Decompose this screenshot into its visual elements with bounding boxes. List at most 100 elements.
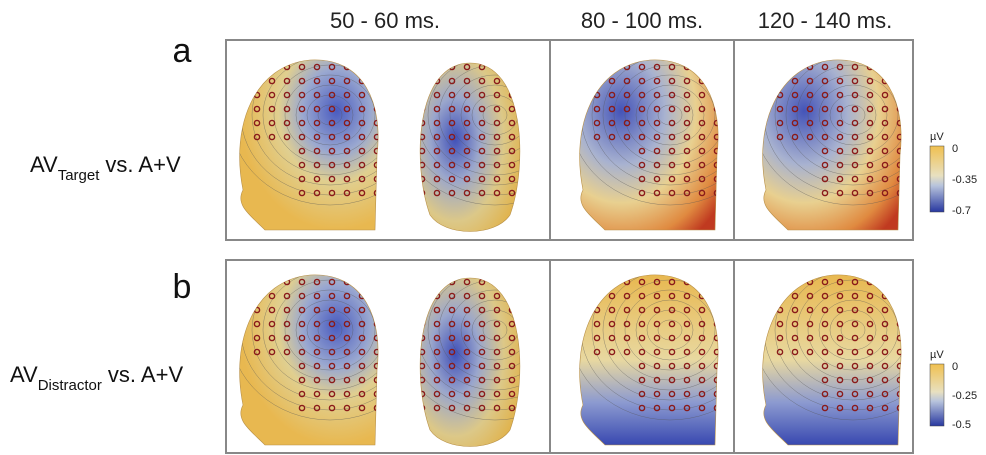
electrode bbox=[609, 64, 614, 69]
electrode bbox=[374, 293, 379, 298]
electrode bbox=[539, 176, 544, 181]
label-subscript: Target bbox=[58, 167, 101, 184]
electrode bbox=[594, 78, 599, 83]
time-window: 80 - 100 ms. bbox=[581, 8, 703, 33]
electrode bbox=[434, 279, 439, 284]
colorbar-tick: 0 bbox=[952, 143, 958, 155]
electrode bbox=[419, 293, 424, 298]
electrode bbox=[539, 148, 544, 153]
electrode bbox=[254, 293, 259, 298]
column-headers: 50 - 60 ms. 80 - 100 ms. 120 - 140 ms. bbox=[330, 8, 892, 33]
row-label: AVDistractorvs. A+V bbox=[10, 362, 183, 394]
head bbox=[230, 240, 430, 445]
head bbox=[753, 240, 953, 445]
electrode bbox=[539, 335, 544, 340]
head-surface bbox=[420, 278, 520, 447]
electrode bbox=[524, 391, 529, 396]
colorbar-tick: -0.7 bbox=[952, 205, 971, 217]
colorbar-tick: -0.5 bbox=[952, 419, 971, 431]
figure: 50 - 60 ms. 80 - 100 ms. 120 - 140 ms. a… bbox=[0, 0, 986, 455]
electrode bbox=[699, 279, 704, 284]
electrode bbox=[419, 92, 424, 97]
head bbox=[753, 25, 953, 230]
colorbar-tick: -0.25 bbox=[952, 390, 977, 402]
electrode bbox=[539, 64, 544, 69]
electrode bbox=[524, 78, 529, 83]
electrode bbox=[509, 78, 514, 83]
head-surface bbox=[580, 275, 718, 445]
electrode bbox=[792, 279, 797, 284]
electrode bbox=[524, 162, 529, 167]
electrode bbox=[777, 64, 782, 69]
electrode bbox=[714, 279, 719, 284]
electrode bbox=[419, 321, 424, 326]
panel-letter: b bbox=[173, 268, 192, 306]
head bbox=[570, 240, 770, 445]
colorbar-tick: 0 bbox=[952, 361, 958, 373]
electrode bbox=[897, 78, 902, 83]
electrode bbox=[539, 363, 544, 368]
electrode bbox=[524, 307, 529, 312]
electrode bbox=[539, 78, 544, 83]
electrode bbox=[539, 321, 544, 326]
electrode bbox=[594, 293, 599, 298]
electrode bbox=[539, 307, 544, 312]
electrode bbox=[419, 279, 424, 284]
electrode bbox=[524, 405, 529, 410]
electrode bbox=[524, 92, 529, 97]
electrode bbox=[539, 279, 544, 284]
electrode bbox=[419, 64, 424, 69]
colorbar-a: µV 0 -0.35 -0.7 bbox=[930, 131, 977, 217]
electrode bbox=[524, 64, 529, 69]
electrode bbox=[524, 120, 529, 125]
electrode bbox=[897, 92, 902, 97]
electrode bbox=[714, 64, 719, 69]
electrode bbox=[539, 162, 544, 167]
electrode bbox=[359, 279, 364, 284]
electrode bbox=[494, 279, 499, 284]
electrode bbox=[254, 78, 259, 83]
electrode bbox=[714, 293, 719, 298]
electrode bbox=[594, 64, 599, 69]
electrode bbox=[374, 64, 379, 69]
electrode bbox=[374, 307, 379, 312]
label-subscript: Distractor bbox=[38, 377, 102, 394]
electrode bbox=[509, 293, 514, 298]
label-suffix: vs. A+V bbox=[105, 152, 181, 177]
electrode bbox=[494, 64, 499, 69]
head-surface bbox=[580, 60, 718, 230]
electrode bbox=[897, 293, 902, 298]
head-surface bbox=[763, 275, 901, 445]
time-window: 50 - 60 ms. bbox=[330, 8, 440, 33]
electrode bbox=[714, 78, 719, 83]
head-maps bbox=[230, 25, 953, 447]
label-main: AV bbox=[30, 152, 58, 177]
electrode bbox=[434, 64, 439, 69]
electrode bbox=[539, 391, 544, 396]
electrode bbox=[524, 148, 529, 153]
electrode bbox=[882, 64, 887, 69]
electrode bbox=[524, 335, 529, 340]
electrode bbox=[374, 78, 379, 83]
electrode bbox=[594, 279, 599, 284]
colorbar-unit: µV bbox=[930, 131, 944, 143]
electrode bbox=[524, 363, 529, 368]
electrode bbox=[897, 307, 902, 312]
electrode bbox=[524, 377, 529, 382]
electrode bbox=[792, 64, 797, 69]
electrode bbox=[269, 64, 274, 69]
electrode bbox=[524, 176, 529, 181]
electrode bbox=[882, 279, 887, 284]
head bbox=[570, 25, 770, 230]
electrode bbox=[524, 349, 529, 354]
electrode bbox=[419, 106, 424, 111]
head bbox=[395, 240, 595, 447]
label-main: AV bbox=[10, 362, 38, 387]
time-window: 120 - 140 ms. bbox=[758, 8, 893, 33]
colorbar-tick: -0.35 bbox=[952, 174, 977, 186]
electrode bbox=[609, 279, 614, 284]
electrode bbox=[539, 293, 544, 298]
electrode bbox=[539, 377, 544, 382]
electrode bbox=[524, 134, 529, 139]
